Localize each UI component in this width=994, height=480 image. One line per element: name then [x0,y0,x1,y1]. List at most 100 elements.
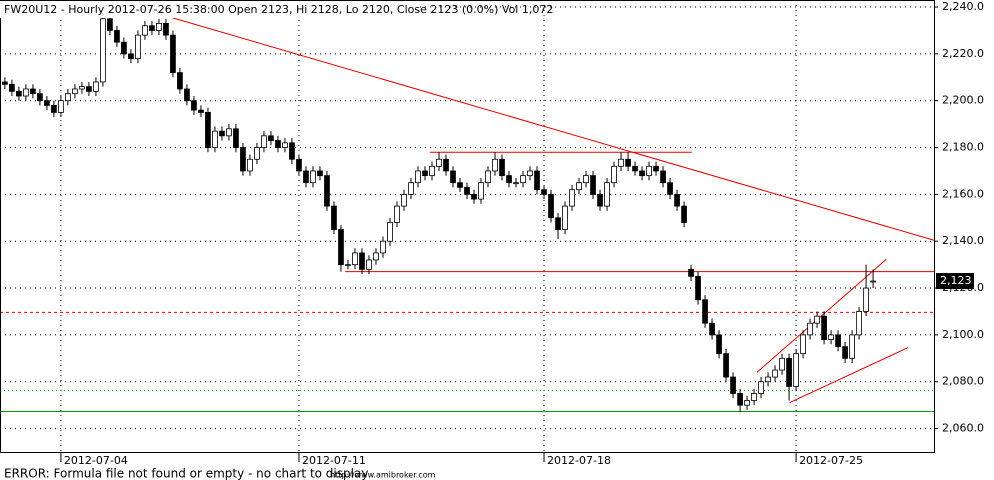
candle-body [9,83,15,92]
candle-body [219,130,225,137]
candle-body [373,252,379,261]
candle-body [149,25,155,31]
candle-body [387,222,393,242]
candle-body [198,109,204,113]
candle-body [240,147,246,172]
candle-body [828,334,834,340]
candle-body [681,205,687,223]
candle-body [58,100,64,113]
candle-body [275,140,281,148]
candle-body [625,158,631,167]
title-bg [0,1,420,18]
x-tick-label: 2012-07-04 [64,454,128,467]
candle-body [282,142,288,148]
candle-body [100,18,106,83]
candle-body [590,175,596,195]
candle-body [233,128,239,148]
candle-body [366,259,372,270]
candle-body [359,252,365,270]
candle-body [856,311,862,336]
candle-body [723,353,729,378]
candle-body [450,170,456,184]
candle-body [107,18,113,31]
candle-body [849,334,855,359]
candle-body [345,264,351,267]
candle-body [772,369,778,378]
candle-body [639,170,645,177]
candle-body [611,165,617,184]
candle-body [870,280,876,283]
candle-body [821,315,827,340]
candle-body [93,81,99,92]
candle-body [254,147,260,160]
candle-body [660,170,666,184]
candle-body [793,353,799,387]
candle-body [527,170,533,177]
candle-body [429,165,435,177]
candle-body [415,170,421,184]
candle-body [457,182,463,188]
candle-body [23,88,29,97]
chart-title: FW20U12 - Hourly 2012-07-26 15:38:00 Ope… [4,3,553,16]
candle-body [786,357,792,387]
candle-body [16,90,22,97]
candle-body [331,205,337,230]
candle-body [2,81,8,85]
candle-body [653,165,659,172]
candle-body [814,315,820,324]
plot-area [0,0,935,452]
candle-body [156,23,162,31]
candle-body [177,72,183,90]
candle-body [226,128,232,137]
candle-body [688,268,694,277]
candle-body [562,205,568,230]
candle-body [618,158,624,167]
candle-body [310,170,316,184]
candle-body [338,229,344,266]
candle-body [86,86,92,92]
candle-body [191,100,197,111]
url-text: http://www.amibroker.com [330,471,436,480]
candle-body [247,158,253,172]
plot-frame [0,0,935,453]
x-tick-label: 2012-07-18 [547,454,611,467]
candle-body [744,400,750,406]
candle-body [730,376,736,394]
candle-body [289,142,295,160]
candle-body [695,275,701,301]
candle-body [212,130,218,148]
candle-body [37,93,43,102]
candle-body [268,135,274,141]
candle-body [737,393,743,406]
candle-body [303,170,309,184]
candle-body [709,322,715,336]
candle-body [800,334,806,355]
candle-body [569,189,575,207]
candle-body [492,158,498,172]
x-tick-label: 2012-07-11 [302,454,366,467]
trend-line [789,347,909,404]
candle-body [51,104,57,113]
last-price-box [936,273,974,290]
candle-body [30,88,36,95]
candle-body [779,357,785,371]
candle-body [632,165,638,172]
candle-body [436,158,442,167]
candle-body [597,193,603,207]
candle-body [513,182,519,185]
candle-body [163,23,169,36]
candle-body [471,193,477,200]
candle-body [65,93,71,102]
candle-body [261,135,267,148]
candle-body [604,182,610,207]
candle-body [72,88,78,95]
candle-body [702,299,708,324]
candle-body [541,189,547,195]
candle-body [184,88,190,102]
candle-body [464,186,470,195]
candle-body [674,193,680,207]
candle-body [520,175,526,184]
candle-body [401,193,407,207]
candle-body [807,322,813,336]
